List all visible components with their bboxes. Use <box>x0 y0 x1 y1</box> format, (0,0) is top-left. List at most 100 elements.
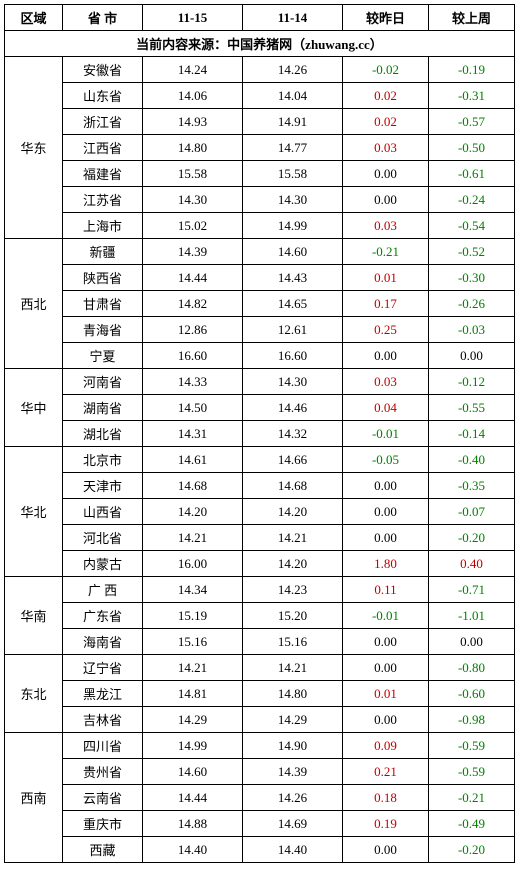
dw-cell: -0.71 <box>429 577 515 603</box>
dw-cell: -0.35 <box>429 473 515 499</box>
dd-cell: -0.21 <box>343 239 429 265</box>
dw-cell: -0.50 <box>429 135 515 161</box>
province-cell: 云南省 <box>63 785 143 811</box>
d1-cell: 14.68 <box>143 473 243 499</box>
d1-cell: 14.24 <box>143 57 243 83</box>
d2-cell: 15.20 <box>243 603 343 629</box>
table-row: 山西省14.2014.200.00-0.07 <box>5 499 515 525</box>
province-cell: 宁夏 <box>63 343 143 369</box>
d1-cell: 14.93 <box>143 109 243 135</box>
d1-cell: 16.00 <box>143 551 243 577</box>
dw-cell: -0.80 <box>429 655 515 681</box>
dw-cell: -0.40 <box>429 447 515 473</box>
table-row: 黑龙江14.8114.800.01-0.60 <box>5 681 515 707</box>
d2-cell: 14.21 <box>243 525 343 551</box>
province-cell: 浙江省 <box>63 109 143 135</box>
dw-cell: -0.19 <box>429 57 515 83</box>
province-cell: 山西省 <box>63 499 143 525</box>
d1-cell: 14.82 <box>143 291 243 317</box>
province-cell: 四川省 <box>63 733 143 759</box>
dd-cell: 0.00 <box>343 473 429 499</box>
d1-cell: 14.81 <box>143 681 243 707</box>
d1-cell: 14.34 <box>143 577 243 603</box>
table-row: 广东省15.1915.20-0.01-1.01 <box>5 603 515 629</box>
province-cell: 青海省 <box>63 317 143 343</box>
dw-cell: -0.03 <box>429 317 515 343</box>
d2-cell: 14.77 <box>243 135 343 161</box>
dd-cell: 0.25 <box>343 317 429 343</box>
col-day-diff: 较昨日 <box>343 5 429 31</box>
d2-cell: 14.30 <box>243 369 343 395</box>
header-row: 区域 省 市 11-15 11-14 较昨日 较上周 <box>5 5 515 31</box>
d2-cell: 16.60 <box>243 343 343 369</box>
d2-cell: 14.65 <box>243 291 343 317</box>
dw-cell: -0.24 <box>429 187 515 213</box>
d1-cell: 15.16 <box>143 629 243 655</box>
dw-cell: -0.57 <box>429 109 515 135</box>
d1-cell: 15.58 <box>143 161 243 187</box>
dw-cell: -0.26 <box>429 291 515 317</box>
d1-cell: 12.86 <box>143 317 243 343</box>
d2-cell: 14.26 <box>243 57 343 83</box>
dd-cell: 0.21 <box>343 759 429 785</box>
dd-cell: -0.02 <box>343 57 429 83</box>
dw-cell: -0.55 <box>429 395 515 421</box>
d1-cell: 14.20 <box>143 499 243 525</box>
province-cell: 江苏省 <box>63 187 143 213</box>
province-cell: 安徽省 <box>63 57 143 83</box>
source-row: 当前内容来源：中国养猪网（zhuwang.cc） <box>5 31 515 57</box>
region-cell: 华中 <box>5 369 63 447</box>
d2-cell: 14.43 <box>243 265 343 291</box>
dw-cell: 0.40 <box>429 551 515 577</box>
table-row: 西藏14.4014.400.00-0.20 <box>5 837 515 863</box>
table-row: 甘肃省14.8214.650.17-0.26 <box>5 291 515 317</box>
d2-cell: 14.40 <box>243 837 343 863</box>
province-cell: 重庆市 <box>63 811 143 837</box>
d1-cell: 14.40 <box>143 837 243 863</box>
d2-cell: 14.29 <box>243 707 343 733</box>
dw-cell: 0.00 <box>429 629 515 655</box>
dw-cell: -0.59 <box>429 733 515 759</box>
d1-cell: 14.33 <box>143 369 243 395</box>
d2-cell: 14.80 <box>243 681 343 707</box>
d1-cell: 14.21 <box>143 655 243 681</box>
province-cell: 河南省 <box>63 369 143 395</box>
dw-cell: 0.00 <box>429 343 515 369</box>
d1-cell: 14.29 <box>143 707 243 733</box>
province-cell: 海南省 <box>63 629 143 655</box>
d2-cell: 14.23 <box>243 577 343 603</box>
dd-cell: 0.18 <box>343 785 429 811</box>
dw-cell: -1.01 <box>429 603 515 629</box>
table-row: 重庆市14.8814.690.19-0.49 <box>5 811 515 837</box>
dd-cell: 0.00 <box>343 629 429 655</box>
d1-cell: 14.88 <box>143 811 243 837</box>
dd-cell: 0.00 <box>343 161 429 187</box>
table-row: 陕西省14.4414.430.01-0.30 <box>5 265 515 291</box>
province-cell: 上海市 <box>63 213 143 239</box>
dd-cell: 0.00 <box>343 525 429 551</box>
source-text: 当前内容来源：中国养猪网（zhuwang.cc） <box>5 31 515 57</box>
province-cell: 天津市 <box>63 473 143 499</box>
dd-cell: 0.09 <box>343 733 429 759</box>
d2-cell: 14.39 <box>243 759 343 785</box>
province-cell: 北京市 <box>63 447 143 473</box>
province-cell: 黑龙江 <box>63 681 143 707</box>
table-row: 福建省15.5815.580.00-0.61 <box>5 161 515 187</box>
dw-cell: -0.12 <box>429 369 515 395</box>
dd-cell: -0.01 <box>343 421 429 447</box>
d1-cell: 14.06 <box>143 83 243 109</box>
d1-cell: 15.02 <box>143 213 243 239</box>
d2-cell: 14.20 <box>243 551 343 577</box>
dd-cell: 0.17 <box>343 291 429 317</box>
price-table: 区域 省 市 11-15 11-14 较昨日 较上周 当前内容来源：中国养猪网（… <box>4 4 515 863</box>
d1-cell: 15.19 <box>143 603 243 629</box>
province-cell: 新疆 <box>63 239 143 265</box>
dd-cell: 0.00 <box>343 499 429 525</box>
dd-cell: 0.00 <box>343 837 429 863</box>
dd-cell: -0.01 <box>343 603 429 629</box>
province-cell: 河北省 <box>63 525 143 551</box>
d2-cell: 14.32 <box>243 421 343 447</box>
province-cell: 江西省 <box>63 135 143 161</box>
table-row: 江苏省14.3014.300.00-0.24 <box>5 187 515 213</box>
d2-cell: 15.16 <box>243 629 343 655</box>
